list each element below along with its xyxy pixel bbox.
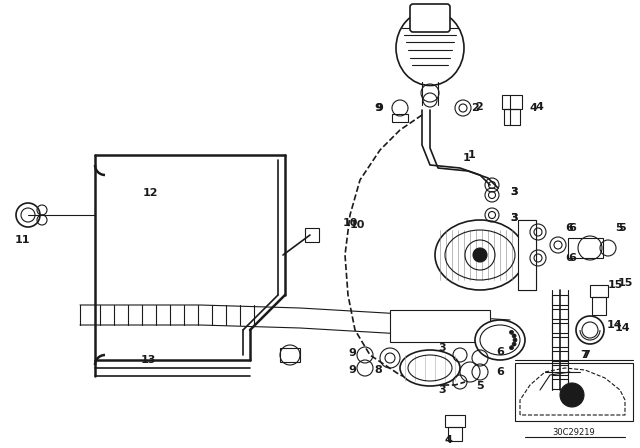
Circle shape <box>512 334 516 338</box>
Text: 5: 5 <box>618 223 626 233</box>
Text: 3: 3 <box>510 213 518 223</box>
Text: 5: 5 <box>476 381 484 391</box>
Text: 5: 5 <box>615 223 623 233</box>
Bar <box>280 348 300 362</box>
Bar <box>552 337 568 347</box>
Text: 10: 10 <box>349 220 365 230</box>
Bar <box>590 285 608 297</box>
Text: 6: 6 <box>565 253 573 263</box>
Ellipse shape <box>435 220 525 290</box>
Text: 6: 6 <box>568 223 576 233</box>
Text: 3: 3 <box>510 213 518 223</box>
Bar <box>552 379 568 389</box>
Bar <box>552 309 568 319</box>
Circle shape <box>560 383 584 407</box>
Bar <box>305 228 319 242</box>
Bar <box>515 363 633 421</box>
Text: 6: 6 <box>496 367 504 377</box>
Bar <box>552 323 568 333</box>
Bar <box>448 427 462 441</box>
Bar <box>592 297 606 315</box>
Circle shape <box>513 338 517 342</box>
Circle shape <box>509 330 513 334</box>
Text: 6: 6 <box>568 253 576 263</box>
Bar <box>552 351 568 361</box>
Bar <box>518 220 536 290</box>
Bar <box>552 365 568 375</box>
Bar <box>568 238 603 258</box>
Text: 9: 9 <box>348 348 356 358</box>
Text: 14: 14 <box>607 320 623 330</box>
Bar <box>504 109 520 125</box>
Bar <box>390 310 490 342</box>
Text: 3: 3 <box>510 187 518 197</box>
Text: 4: 4 <box>530 103 538 113</box>
Text: 11: 11 <box>15 235 31 245</box>
Text: 6: 6 <box>565 223 573 233</box>
Text: 1: 1 <box>463 153 471 163</box>
Text: 4: 4 <box>444 435 452 445</box>
Bar <box>502 95 522 109</box>
Ellipse shape <box>400 350 460 386</box>
Text: 9: 9 <box>348 365 356 375</box>
Text: 15: 15 <box>607 280 623 290</box>
Text: 3: 3 <box>510 187 518 197</box>
Text: 8: 8 <box>374 365 382 375</box>
Text: 7: 7 <box>582 350 589 360</box>
Ellipse shape <box>475 320 525 360</box>
Text: 3: 3 <box>438 385 446 395</box>
Text: 13: 13 <box>140 355 156 365</box>
Bar <box>392 114 408 122</box>
Text: 7: 7 <box>580 350 588 360</box>
Text: 12: 12 <box>142 188 157 198</box>
Text: 6: 6 <box>496 347 504 357</box>
Text: 9: 9 <box>374 103 382 113</box>
Text: 30C29219: 30C29219 <box>552 427 595 436</box>
Text: 9: 9 <box>375 103 383 113</box>
Text: 4: 4 <box>535 102 543 112</box>
FancyBboxPatch shape <box>410 4 450 32</box>
Text: 15: 15 <box>618 278 634 288</box>
Text: 3: 3 <box>438 343 446 353</box>
Text: 10: 10 <box>342 218 358 228</box>
Circle shape <box>509 346 513 350</box>
Bar <box>552 295 568 305</box>
Text: 2: 2 <box>475 102 483 112</box>
Text: 1: 1 <box>467 150 475 160</box>
Text: 14: 14 <box>615 323 630 333</box>
Circle shape <box>473 248 487 262</box>
Text: 2: 2 <box>471 103 479 113</box>
Bar <box>445 415 465 427</box>
Circle shape <box>512 342 516 346</box>
